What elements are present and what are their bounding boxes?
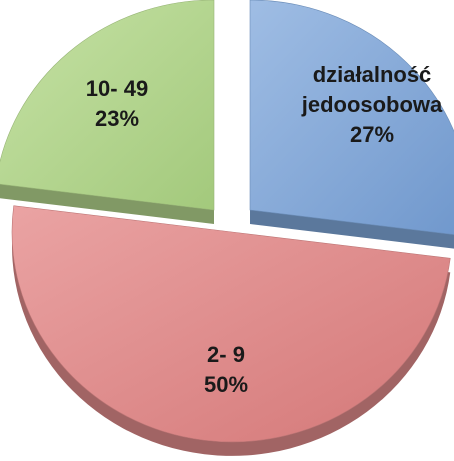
pie-slice-label-1: 2- 9 50% [204, 342, 248, 397]
pie-slice-label-line: 50% [204, 372, 248, 397]
pie-slice-label-2: 10- 49 23% [86, 76, 148, 131]
pie-slice-top-0 [249, 0, 454, 235]
pie-slice-label-line: działalność [313, 62, 432, 87]
pie-slice-0 [249, 0, 454, 249]
pie-slice-label-0: działalność jedoosobowa 27% [301, 62, 443, 147]
pie-slice-label-line: 23% [95, 106, 139, 131]
pie-slice-label-line: 10- 49 [86, 76, 148, 101]
pie-slice-label-line: 27% [350, 122, 394, 147]
pie-slice-top-1 [11, 205, 451, 443]
pie-slice-1 [11, 205, 451, 456]
pie-slice-label-line: 2- 9 [207, 342, 245, 367]
pie-slice-label-line: jedoosobowa [301, 92, 443, 117]
pie-slice-2 [0, 0, 215, 224]
pie-slice-top-2 [0, 0, 215, 211]
